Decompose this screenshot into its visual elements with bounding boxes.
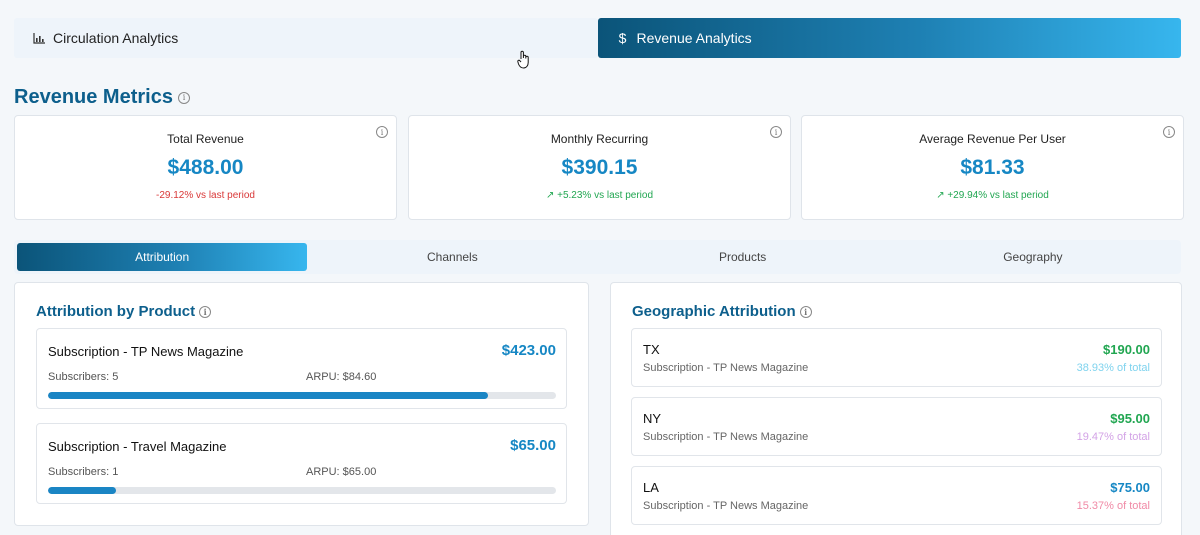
geo-amount: $75.00 [1110,480,1150,495]
product-name: Subscription - Travel Magazine [48,439,227,454]
geo-card: TX Subscription - TP News Magazine $190.… [631,328,1162,387]
analytics-tab-bar: Circulation Analytics $ Revenue Analytic… [14,18,1181,58]
tab-label: Revenue Analytics [636,30,752,46]
geo-card: LA Subscription - TP News Magazine $75.0… [631,466,1162,525]
revenue-share-bar [48,487,556,494]
geographic-attribution-panel: Geographic Attribution i TX Subscription… [610,282,1182,535]
tab-channels[interactable]: Channels [427,250,478,264]
geo-region: NY [643,411,662,426]
product-card: Subscription - Travel Magazine $65.00 Su… [36,423,567,504]
product-revenue: $423.00 [501,342,556,359]
geo-product: Subscription - TP News Magazine [643,500,809,512]
metric-label: Total Revenue [167,132,244,146]
product-subscribers: Subscribers: 5 [48,371,119,383]
product-card: Subscription - TP News Magazine $423.00 … [36,328,567,409]
metric-delta: ↗ +29.94% vs last period [936,190,1049,201]
page-title: Revenue Metrics [14,86,173,108]
metric-value: $390.15 [561,156,638,179]
metric-delta: ↗ +5.23% vs last period [545,190,654,201]
geo-region: TX [643,342,660,357]
metric-value: $488.00 [167,156,244,179]
panel-title: Geographic Attribution i [632,303,812,320]
product-subscribers: Subscribers: 1 [48,466,119,478]
info-icon[interactable]: i [376,126,388,138]
panel-title: Attribution by Product i [36,303,212,320]
revenue-share-fill [48,392,489,399]
bar-chart-icon [32,32,46,44]
panel-title-text: Geographic Attribution [632,303,796,320]
revenue-share-fill [48,487,116,494]
info-icon[interactable]: i [799,305,812,318]
product-name: Subscription - TP News Magazine [48,344,244,359]
geo-product: Subscription - TP News Magazine [643,362,809,374]
metric-label: Monthly Recurring [550,132,649,146]
geo-amount: $95.00 [1110,411,1150,426]
geo-percent: 15.37% of total [1076,500,1150,512]
attribution-tab-bar: Attribution Channels Products Geography [14,240,1181,274]
tab-label: Circulation Analytics [53,30,179,46]
revenue-metrics-header: Revenue Metrics i [14,86,190,109]
geo-percent: 19.47% of total [1076,431,1150,443]
geo-card: NY Subscription - TP News Magazine $95.0… [631,397,1162,456]
metric-card-arpu: i Average Revenue Per User $81.33 ↗ +29.… [801,115,1184,220]
metric-card-monthly-recurring: i Monthly Recurring $390.15 ↗ +5.23% vs … [408,115,791,220]
tab-products[interactable]: Products [718,250,767,264]
hand-cursor-icon [517,50,531,70]
metric-value: $81.33 [960,156,1025,179]
product-arpu: ARPU: $65.00 [306,466,377,478]
tab-revenue-analytics[interactable]: $ Revenue Analytics [597,18,1181,58]
attribution-by-product-panel: Attribution by Product i Subscription - … [14,282,589,526]
geo-percent: 38.93% of total [1076,362,1150,374]
info-icon[interactable]: i [177,91,190,104]
dollar-icon: $ [618,30,627,46]
geo-region: LA [643,480,659,495]
revenue-share-bar [48,392,556,399]
tab-geography[interactable]: Geography [1003,250,1063,264]
metric-card-total-revenue: i Total Revenue $488.00 -29.12% vs last … [14,115,397,220]
info-icon[interactable]: i [199,305,212,318]
tab-attribution[interactable]: Attribution [17,243,308,271]
product-revenue: $65.00 [510,437,556,454]
geo-product: Subscription - TP News Magazine [643,431,809,443]
panel-title-text: Attribution by Product [36,303,196,320]
product-arpu: ARPU: $84.60 [306,371,377,383]
tab-circulation-analytics[interactable]: Circulation Analytics [14,18,598,58]
info-icon[interactable]: i [1163,126,1175,138]
metric-label: Average Revenue Per User [919,132,1066,146]
metric-delta: -29.12% vs last period [156,190,255,201]
geo-amount: $190.00 [1103,342,1150,357]
info-icon[interactable]: i [770,126,782,138]
